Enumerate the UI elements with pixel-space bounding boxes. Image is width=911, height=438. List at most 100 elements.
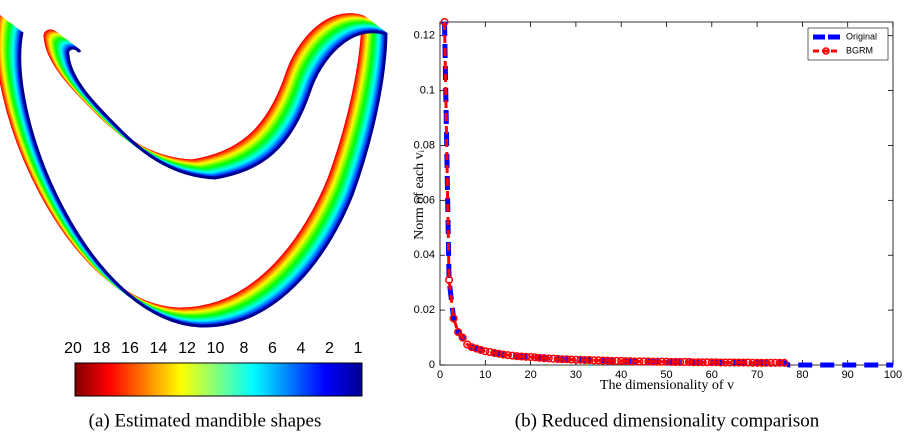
data-point [485, 348, 494, 357]
data-point [508, 351, 517, 360]
data-point [734, 358, 744, 367]
data-point [703, 358, 712, 367]
data-point [775, 358, 784, 367]
data-point [707, 358, 716, 367]
data-point [639, 357, 648, 366]
data-point [589, 356, 599, 365]
data-point [553, 354, 562, 364]
data-point [481, 347, 490, 356]
y-tick-label: 0 [429, 359, 435, 371]
data-point [743, 358, 753, 367]
legend-label: Original [846, 31, 877, 41]
data-point [576, 355, 585, 364]
colorbar-tick-label: 6 [268, 340, 277, 357]
y-tick-label: 0.04 [414, 249, 435, 261]
data-point [440, 17, 449, 27]
x-tick-label: 10 [479, 369, 491, 381]
x-tick-label: 80 [796, 369, 808, 381]
caption-a: (a) Estimated mandible shapes [89, 410, 322, 431]
data-point [617, 356, 626, 365]
data-point [562, 355, 571, 364]
y-tick-label: 0.12 [414, 30, 435, 42]
data-point [730, 358, 739, 367]
legend-box [807, 27, 889, 61]
data-point [662, 357, 671, 366]
x-tick-label: 100 [884, 369, 902, 381]
data-point [748, 358, 757, 367]
mandible-shapes [0, 13, 388, 328]
legend-label: BGRM [846, 45, 873, 55]
colorbar-tick-label: 8 [240, 340, 249, 357]
data-point [571, 355, 580, 364]
data-point [635, 357, 644, 366]
colorbar-tick-label: 4 [297, 340, 306, 357]
data-point [771, 358, 780, 367]
data-point [580, 356, 590, 365]
data-point [753, 358, 762, 367]
data-point [603, 356, 612, 365]
data-point [780, 358, 789, 367]
data-point [476, 345, 485, 354]
colorbar-tick-label: 18 [93, 340, 111, 357]
data-point [721, 358, 730, 367]
colorbar-tick-label: 2 [325, 340, 334, 357]
x-tick-label: 50 [660, 369, 672, 381]
data-point [666, 357, 676, 367]
colorbar-tick-label: 10 [207, 340, 225, 357]
data-point [716, 358, 725, 367]
data-point [458, 333, 467, 342]
colorbar-tick-label: 16 [121, 340, 139, 357]
data-point [449, 314, 458, 323]
data-point [467, 343, 476, 352]
y-tick-label: 0.02 [414, 304, 435, 316]
data-point [739, 358, 748, 367]
series-line [443, 21, 785, 365]
data-point [549, 354, 558, 363]
data-point [540, 354, 549, 363]
x-axis-label: The dimensionality of v [600, 378, 734, 393]
data-point [689, 358, 698, 367]
data-point [698, 358, 707, 367]
y-tick-label: 0.08 [414, 139, 435, 151]
data-point [544, 354, 553, 363]
x-tick-label: 90 [842, 369, 854, 381]
data-point [454, 328, 463, 337]
x-tick-label: 0 [437, 369, 443, 381]
x-tick-label: 20 [524, 369, 536, 381]
data-point [644, 357, 653, 366]
data-point [712, 358, 721, 367]
data-point [608, 356, 617, 365]
y-tick-label: 0.1 [420, 85, 435, 97]
data-point [685, 357, 694, 367]
plot-frame [439, 21, 894, 366]
caption-b: (b) Reduced dimensionality comparison [515, 410, 820, 431]
data-point [599, 356, 608, 365]
data-point [653, 357, 662, 366]
data-point [594, 356, 603, 365]
data-point [680, 357, 689, 367]
data-point [630, 357, 639, 366]
data-point [585, 356, 594, 365]
data-point [499, 350, 508, 359]
x-tick-label: 30 [570, 369, 582, 381]
data-point [445, 275, 454, 284]
x-tick-label: 40 [615, 369, 627, 381]
data-point [490, 348, 499, 357]
data-point [626, 357, 635, 366]
data-point [725, 358, 734, 367]
x-tick-label: 70 [751, 369, 763, 381]
data-point [522, 352, 531, 361]
data-point [694, 358, 703, 367]
data-point [472, 344, 481, 353]
data-point [671, 357, 680, 367]
y-axis-label: Norm of each vᵢ [412, 149, 427, 239]
data-point [657, 357, 667, 366]
data-point [766, 358, 775, 367]
data-point [676, 357, 685, 367]
colorbar-tick-label: 20 [64, 340, 82, 357]
colorbar [74, 362, 363, 397]
data-point [612, 356, 621, 365]
data-point [558, 355, 567, 364]
